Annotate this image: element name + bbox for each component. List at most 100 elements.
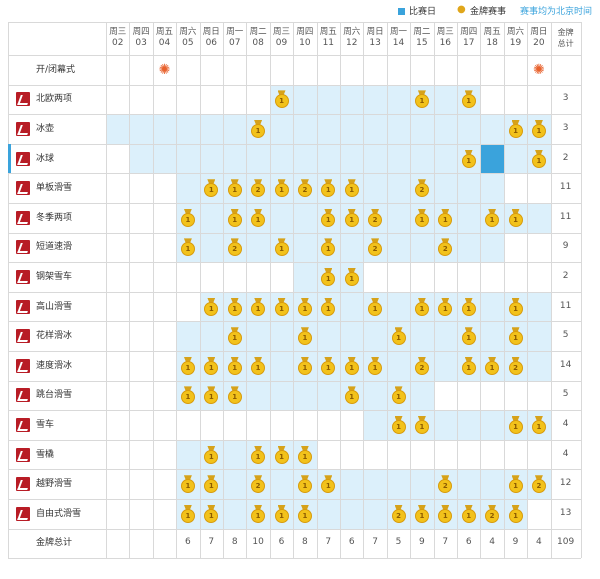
race-day-cell [246,143,270,174]
race-day-cell [527,291,551,322]
medal-count: 1 [274,94,289,109]
gold-medal-icon: 1 [204,504,219,523]
day-total: 6 [278,537,285,548]
race-day-cell [410,114,434,144]
grid-line-v [106,22,107,559]
sport-label[interactable]: 冬季两项 [36,212,73,223]
race-day-cell [410,321,434,351]
medal-count: 1 [204,301,219,316]
luge-icon [16,447,30,462]
medal-count: 1 [461,360,476,375]
day-total: 4 [536,537,542,548]
medal-ribbon [300,179,309,186]
sport-label[interactable]: 雪橇 [36,449,55,460]
gold-medal-icon: 1 [531,149,546,168]
day-header: 周二 15 [410,27,433,49]
day-date: 04 [158,38,171,48]
gold-medal-icon: 1 [508,504,523,523]
medal-count: 2 [508,360,523,375]
gold-medal-icon: 1 [461,327,476,346]
day-header: 周六 19 [504,27,527,49]
sport-label[interactable]: 速度滑冰 [36,360,73,371]
medal-count: 1 [461,331,476,346]
race-day-cell [433,84,457,115]
medal-ribbon [254,504,263,511]
medal-ribbon [394,386,403,393]
medal-ribbon [371,297,380,304]
firework-icon: ✺ [158,61,171,78]
race-day-cell [363,380,387,411]
race-day-cell [293,143,317,174]
day-total: 8 [302,537,308,548]
race-day-cell [340,114,364,144]
day-date: 20 [533,38,545,48]
race-day-cell [386,143,411,174]
sport-label[interactable]: 花样滑冰 [36,331,73,342]
day-total: 6 [465,537,472,548]
medal-ribbon [300,356,309,363]
day-weekday: 周四 [132,27,150,37]
gold-medal-icon: 1 [508,327,523,346]
medal-ribbon [417,90,426,97]
sport-label[interactable]: 冰壶 [36,124,55,134]
sport-label[interactable]: 自由式滑雪 [36,508,82,519]
race-day-cell [199,321,223,351]
medal-ribbon [347,386,356,393]
sport-label[interactable]: 单板滑雪 [36,183,73,194]
sport-label[interactable]: 冰球 [36,153,55,164]
gold-medal-icon: 1 [461,90,476,109]
sport-label[interactable]: 越野滑雪 [36,479,73,490]
medal-count: 1 [344,212,359,227]
medal-ribbon [183,475,192,482]
medal-count: 1 [274,449,289,464]
medal-ribbon [347,208,356,215]
medal-ribbon [417,356,426,363]
medal-count: 1 [508,420,523,434]
race-day-cell [433,351,457,381]
medal-ribbon [511,504,520,511]
medal-ribbon [277,445,286,452]
race-day-cell [410,232,434,263]
medal-count: 1 [461,94,476,109]
day-total: 7 [325,537,332,548]
time-note: 赛事均为北京时间 [520,7,593,17]
day-weekday: 周三 [109,27,127,37]
grid-line-v [316,22,318,559]
medal-count: 1 [344,183,359,198]
day-weekday: 周二 [413,27,431,37]
medal-ribbon [534,149,543,156]
sport-label[interactable]: 北欧两项 [36,94,73,105]
sport-total: 11 [559,182,572,193]
medal-count: 1 [321,479,336,494]
medal-ribbon [254,297,263,304]
medal-ribbon [347,268,356,274]
biathlon-icon [16,210,30,225]
sport-label[interactable]: 短道速滑 [36,242,73,253]
race-day-cell [363,410,387,440]
medal-ribbon [183,238,192,245]
race-day-cell [316,114,340,144]
medal-ribbon [324,208,333,215]
gold-medal-icon: 1 [344,208,359,227]
medal-count: 1 [485,360,500,375]
gold-medal-icon: 1 [251,120,266,138]
race-day-cell [269,469,294,499]
medal-ribbon [324,356,333,363]
sport-label[interactable]: 高山滑雪 [36,301,73,312]
day-date: 16 [439,38,452,48]
day-date: 18 [486,38,498,48]
sport-label[interactable]: 跳台滑雪 [36,390,73,401]
gold-medal-icon: 1 [438,297,453,316]
grid-line-v [457,22,458,559]
day-header: 周二 08 [246,27,269,49]
day-header: 周日 06 [200,27,223,49]
medal-count: 1 [321,242,336,257]
race-day-cell [176,173,200,203]
gold-medal-icon: 1 [204,297,219,316]
nordic-combined-icon [16,92,30,107]
sport-label[interactable]: 雪车 [36,420,55,430]
sport-total: 2 [562,152,569,163]
medal-ribbon [277,238,286,245]
sport-label[interactable]: 钢架雪车 [36,272,73,282]
medal-ribbon [300,327,309,334]
